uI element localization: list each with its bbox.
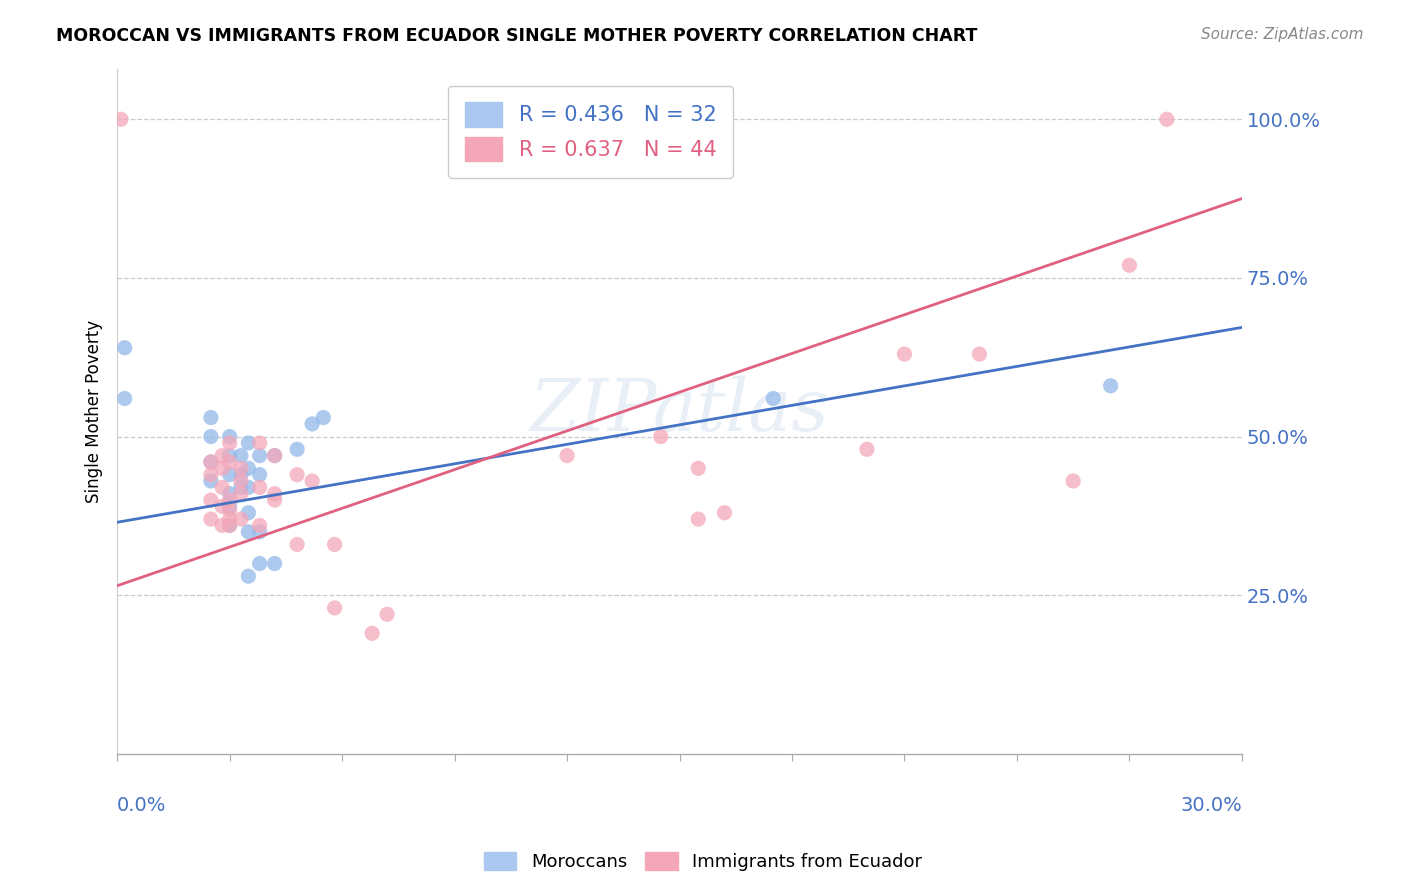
Point	[211, 449, 233, 463]
Point	[301, 417, 323, 431]
Point	[200, 512, 222, 526]
Point	[200, 455, 222, 469]
Point	[114, 392, 136, 406]
Point	[218, 436, 240, 450]
Point	[249, 480, 271, 494]
Point	[1099, 379, 1122, 393]
Point	[229, 467, 252, 482]
Text: 30.0%: 30.0%	[1180, 796, 1241, 814]
Point	[285, 537, 308, 551]
Point	[238, 524, 260, 539]
Point	[249, 436, 271, 450]
Point	[762, 392, 785, 406]
Point	[218, 486, 240, 500]
Point	[218, 502, 240, 516]
Point	[1156, 112, 1178, 127]
Point	[229, 486, 252, 500]
Text: MOROCCAN VS IMMIGRANTS FROM ECUADOR SINGLE MOTHER POVERTY CORRELATION CHART: MOROCCAN VS IMMIGRANTS FROM ECUADOR SING…	[56, 27, 977, 45]
Point	[229, 449, 252, 463]
Point	[263, 493, 285, 508]
Point	[218, 518, 240, 533]
Text: 0.0%: 0.0%	[117, 796, 166, 814]
Point	[1062, 474, 1084, 488]
Point	[238, 569, 260, 583]
Point	[375, 607, 398, 622]
Point	[218, 493, 240, 508]
Point	[856, 442, 879, 457]
Point	[238, 480, 260, 494]
Point	[200, 493, 222, 508]
Point	[249, 449, 271, 463]
Legend: R = 0.436   N = 32, R = 0.637   N = 44: R = 0.436 N = 32, R = 0.637 N = 44	[449, 86, 734, 178]
Point	[555, 449, 578, 463]
Point	[200, 467, 222, 482]
Point	[285, 467, 308, 482]
Point	[263, 449, 285, 463]
Point	[229, 474, 252, 488]
Point	[211, 461, 233, 475]
Point	[200, 410, 222, 425]
Point	[218, 518, 240, 533]
Point	[218, 429, 240, 443]
Point	[249, 518, 271, 533]
Point	[211, 480, 233, 494]
Legend: Moroccans, Immigrants from Ecuador: Moroccans, Immigrants from Ecuador	[477, 845, 929, 879]
Point	[312, 410, 335, 425]
Point	[200, 474, 222, 488]
Point	[218, 455, 240, 469]
Point	[110, 112, 132, 127]
Point	[688, 512, 710, 526]
Point	[229, 512, 252, 526]
Text: Source: ZipAtlas.com: Source: ZipAtlas.com	[1201, 27, 1364, 42]
Point	[285, 442, 308, 457]
Point	[263, 449, 285, 463]
Point	[211, 518, 233, 533]
Point	[249, 467, 271, 482]
Point	[688, 461, 710, 475]
Point	[218, 512, 240, 526]
Point	[263, 486, 285, 500]
Point	[218, 467, 240, 482]
Point	[229, 480, 252, 494]
Point	[969, 347, 991, 361]
Point	[211, 500, 233, 514]
Point	[323, 537, 346, 551]
Point	[301, 474, 323, 488]
Y-axis label: Single Mother Poverty: Single Mother Poverty	[86, 319, 103, 503]
Point	[218, 500, 240, 514]
Point	[1118, 258, 1140, 272]
Point	[229, 461, 252, 475]
Point	[200, 455, 222, 469]
Point	[323, 601, 346, 615]
Point	[650, 429, 672, 443]
Point	[893, 347, 915, 361]
Point	[218, 449, 240, 463]
Point	[263, 557, 285, 571]
Point	[200, 429, 222, 443]
Text: ZIPatlas: ZIPatlas	[530, 376, 830, 447]
Point	[238, 436, 260, 450]
Point	[361, 626, 384, 640]
Point	[114, 341, 136, 355]
Point	[713, 506, 735, 520]
Point	[249, 524, 271, 539]
Point	[238, 461, 260, 475]
Point	[249, 557, 271, 571]
Point	[238, 506, 260, 520]
